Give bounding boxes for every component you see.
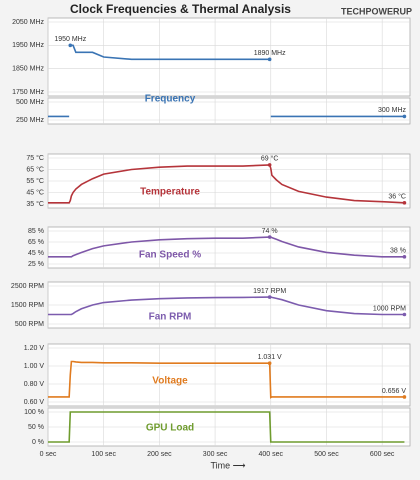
y-tick-label: 1750 MHz	[12, 89, 44, 96]
y-tick-label: 250 MHz	[16, 117, 45, 124]
annotation-label: 38 %	[390, 248, 406, 255]
y-tick-label: 55 °C	[26, 177, 44, 185]
annotation-marker	[267, 361, 272, 366]
y-tick-label: 45 %	[28, 250, 44, 257]
annotation-marker	[267, 295, 272, 299]
series-line	[48, 360, 405, 399]
y-tick-label: 1850 MHz	[12, 66, 44, 73]
annotation-marker	[402, 312, 407, 317]
annotation-marker	[68, 43, 73, 48]
x-tick-label: 500 sec	[314, 451, 339, 458]
panel-label: Voltage	[152, 376, 188, 387]
panel-label: GPU Load	[146, 423, 194, 434]
x-axis-label: Time ⟶	[210, 460, 245, 470]
y-tick-label: 65 %	[28, 239, 44, 246]
y-tick-label: 0.80 V	[24, 381, 45, 388]
annotation-label: 69 °C	[261, 155, 279, 163]
y-tick-label: 35 °C	[26, 200, 44, 208]
annotation-marker	[402, 255, 407, 259]
logo: TECHPOWERUP	[341, 6, 412, 16]
y-tick-label: 100 %	[24, 409, 44, 416]
annotation-marker	[267, 235, 272, 239]
y-tick-label: 25 %	[28, 261, 44, 268]
annotation-label: 0.656 V	[382, 388, 406, 395]
y-tick-label: 45 °C	[26, 188, 44, 196]
panel-frame	[47, 343, 411, 407]
annotation-marker	[402, 395, 407, 399]
panel-label: Fan RPM	[149, 312, 192, 323]
y-tick-label: 50 %	[28, 424, 44, 431]
y-tick-label: 0.60 V	[24, 399, 45, 406]
y-tick-label: 1.00 V	[24, 363, 45, 370]
y-tick-label: 0 %	[32, 439, 44, 446]
y-tick-label: 1.20 V	[24, 345, 45, 352]
panel-frame	[47, 226, 411, 269]
annotation-marker	[402, 114, 407, 119]
y-tick-label: 2050 MHz	[12, 19, 44, 26]
x-tick-label: 0 sec	[40, 451, 57, 458]
annotation-label: 1890 MHz	[254, 50, 286, 57]
series-line	[48, 296, 405, 316]
panel-label: Fan Speed %	[139, 250, 201, 261]
y-tick-label: 500 RPM	[15, 321, 44, 328]
annotation-label: 36 °C	[388, 193, 406, 201]
annotation-label: 1000 RPM	[373, 305, 406, 312]
x-tick-label: 300 sec	[203, 451, 228, 458]
annotation-marker	[267, 57, 272, 62]
series-line	[70, 44, 270, 61]
annotation-label: 1.031 V	[258, 354, 282, 361]
chart-title: Clock Frequencies & Thermal Analysis	[70, 2, 291, 16]
panel-label: Frequency	[145, 94, 196, 105]
series-line	[48, 164, 405, 204]
y-tick-label: 2500 RPM	[11, 283, 44, 290]
x-tick-label: 400 sec	[259, 451, 284, 458]
x-tick-label: 100 sec	[91, 451, 116, 458]
panel-label: Temperature	[140, 187, 200, 198]
annotation-marker	[267, 163, 272, 167]
y-tick-label: 65 °C	[26, 165, 44, 173]
annotation-marker	[402, 201, 407, 205]
y-tick-label: 85 %	[28, 228, 44, 235]
annotation-label: 300 MHz	[378, 107, 407, 114]
annotation-label: 1950 MHz	[54, 36, 86, 43]
y-tick-label: 1500 RPM	[11, 302, 44, 309]
series-line	[48, 411, 405, 443]
annotation-label: 74 %	[262, 228, 278, 235]
y-tick-label: 1950 MHz	[12, 42, 44, 49]
panel-frame	[47, 97, 411, 125]
x-tick-label: 600 sec	[370, 451, 395, 458]
x-tick-label: 200 sec	[147, 451, 172, 458]
annotation-label: 1917 RPM	[253, 288, 286, 295]
y-tick-label: 500 MHz	[16, 99, 45, 106]
series-line	[48, 236, 405, 258]
y-tick-label: 75 °C	[26, 154, 44, 162]
